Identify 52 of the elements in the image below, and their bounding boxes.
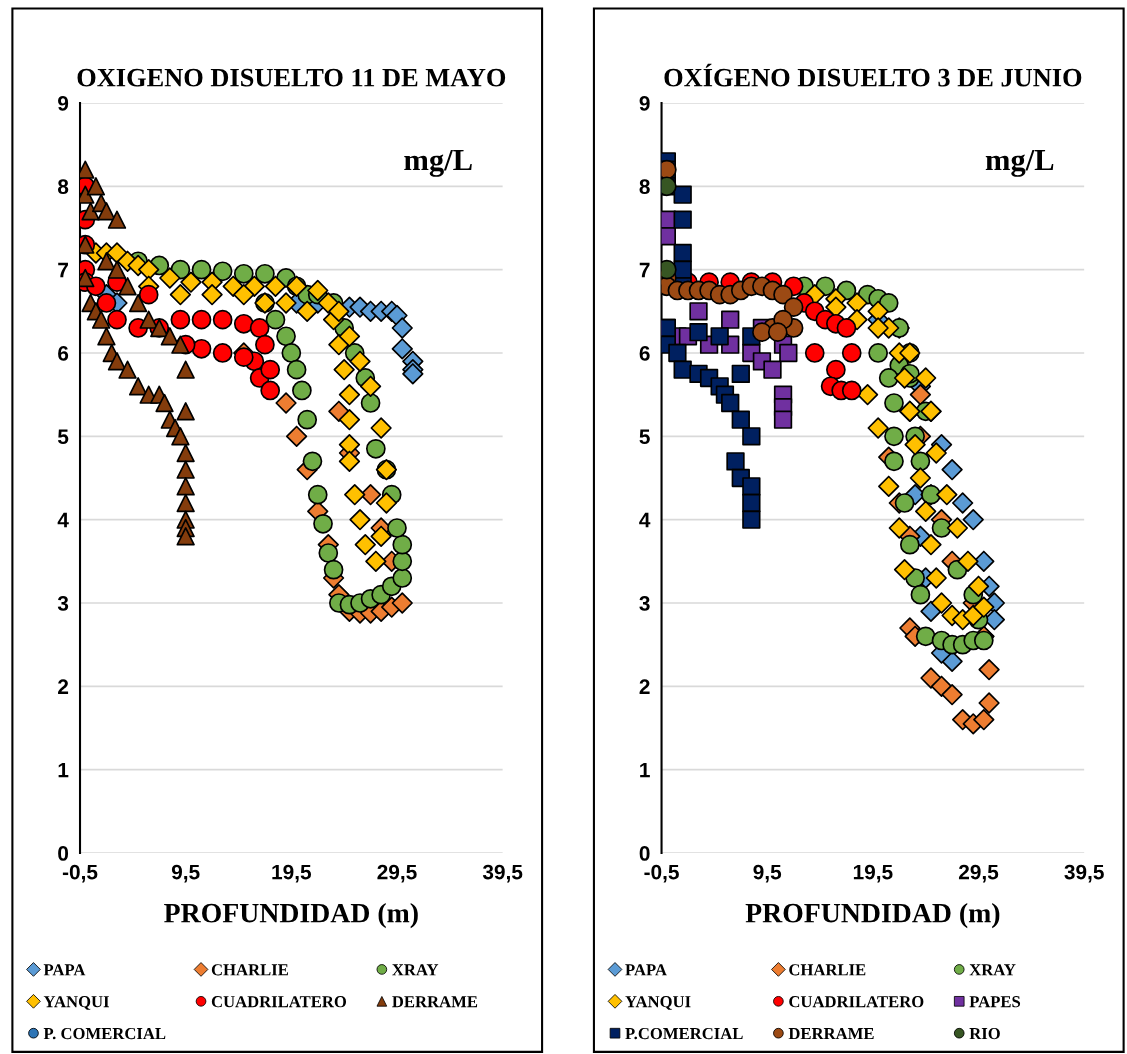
x-tick-label: 39,5 <box>1064 864 1104 883</box>
y-tick-label: 6 <box>58 345 69 361</box>
legend-label: PAPES <box>969 996 1021 1008</box>
x-tick-label: 39,5 <box>482 864 523 883</box>
y-tick-label: 4 <box>57 512 69 528</box>
y-tick-label: 7 <box>639 262 650 278</box>
chart-title: OXIGENO DISUELTO 11 DE MAYO <box>77 68 506 87</box>
x-tick-label: 9,5 <box>171 864 200 883</box>
y-tick-label: 9 <box>58 95 69 111</box>
x-axis-title: PROFUNDIDAD (m) <box>745 902 1000 929</box>
x-axis-title: PROFUNDIDAD (m) <box>164 902 418 929</box>
legend-label: CHARLIE <box>789 964 866 976</box>
y-tick-label: 2 <box>639 679 650 694</box>
chart-title: OXÍGENO DISUELTO 3 DE JUNIO <box>664 63 1082 87</box>
legend-label: XRAY <box>969 964 1016 976</box>
y-tick-label: 5 <box>57 429 69 445</box>
x-tick-label: -0,5 <box>644 864 679 883</box>
x-tick-label: 19,5 <box>853 864 893 883</box>
y-tick-label: 1 <box>58 762 69 778</box>
x-tick-label: -0,5 <box>62 864 98 883</box>
y-tick-label: 9 <box>639 95 650 111</box>
y-tick-label: 3 <box>57 595 69 611</box>
legend-label: YANQUI <box>43 996 109 1010</box>
y-tick-label: 7 <box>58 262 68 278</box>
y-tick-label: 8 <box>639 179 650 195</box>
annotation: mg/L <box>985 149 1054 177</box>
legend-label: YANQUI <box>625 996 691 1010</box>
annotation: mg/L <box>404 149 472 177</box>
x-tick-label: 19,5 <box>272 864 312 883</box>
y-tick-label: 6 <box>639 345 650 361</box>
legend-label: RIO <box>969 1028 1000 1040</box>
legend-label: CHARLIE <box>211 964 288 976</box>
legend-label: DERRAME <box>392 996 478 1008</box>
legend-label: DERRAME <box>788 1028 874 1040</box>
x-tick-label: 29,5 <box>377 864 417 883</box>
legend-label: PAPA <box>43 964 86 976</box>
y-tick-label: 4 <box>639 512 651 528</box>
legend-label: P.COMERCIAL <box>625 1028 743 1040</box>
y-tick-label: 2 <box>58 679 69 694</box>
y-tick-label: 1 <box>640 762 650 778</box>
y-tick-label: 5 <box>639 429 650 445</box>
x-tick-label: 9,5 <box>753 864 782 883</box>
y-tick-label: 0 <box>639 846 650 861</box>
legend-label: XRAY <box>392 964 439 976</box>
x-tick-label: 29,5 <box>958 864 999 883</box>
legend-label: CUADRILATERO <box>789 996 924 1008</box>
legend-label: P. COMERCIAL <box>43 1028 166 1040</box>
legend-label: PAPA <box>625 964 667 976</box>
y-tick-label: 3 <box>639 595 650 611</box>
y-tick-label: 8 <box>57 179 69 195</box>
legend-label: CUADRILATERO <box>211 996 347 1008</box>
y-tick-label: 0 <box>58 846 69 861</box>
